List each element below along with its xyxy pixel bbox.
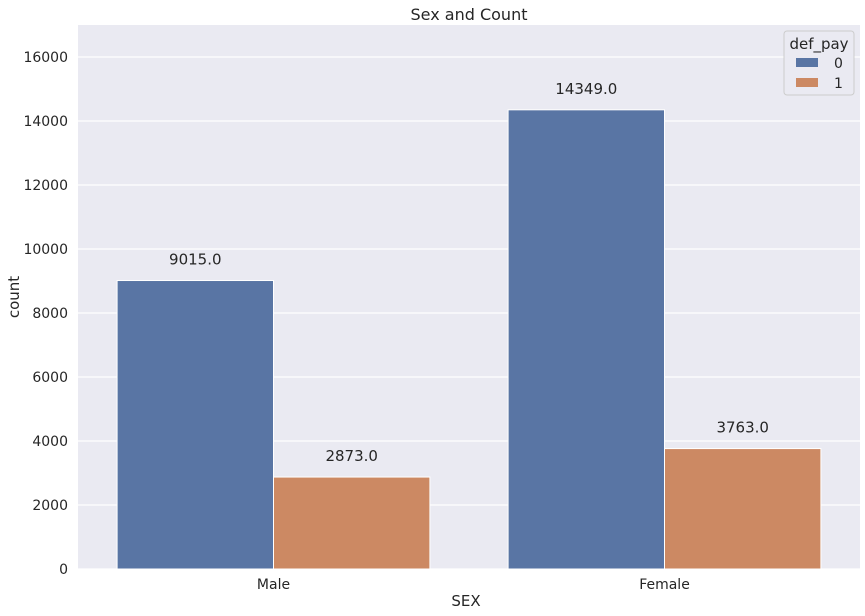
x-tick-label: Male bbox=[257, 577, 290, 593]
legend-swatch bbox=[796, 78, 818, 87]
data-label: 3763.0 bbox=[716, 419, 769, 437]
bars bbox=[116, 109, 822, 570]
y-tick-label: 0 bbox=[59, 562, 68, 578]
bar bbox=[507, 109, 665, 570]
data-label: 9015.0 bbox=[169, 251, 222, 269]
data-label: 2873.0 bbox=[325, 447, 378, 465]
data-labels: 9015.0 2873.0 14349.0 3763.0 bbox=[169, 80, 769, 465]
data-label: 14349.0 bbox=[555, 80, 617, 98]
y-tick-label: 14000 bbox=[23, 114, 68, 130]
bar bbox=[273, 476, 431, 570]
legend-entry-label: 0 bbox=[834, 56, 843, 72]
chart-title: Sex and Count bbox=[411, 5, 528, 24]
legend-entries: 01 bbox=[796, 56, 843, 92]
legend-entry-label: 1 bbox=[834, 76, 843, 92]
x-axis-label: SEX bbox=[451, 592, 480, 610]
y-tick-labels: 0 2000 4000 6000 8000 10000 12000 14000 16000 bbox=[23, 50, 68, 578]
y-tick-label: 16000 bbox=[23, 50, 68, 66]
y-tick-label: 6000 bbox=[32, 370, 68, 386]
y-tick-label: 4000 bbox=[32, 434, 68, 450]
y-tick-label: 2000 bbox=[32, 498, 68, 514]
bar bbox=[116, 280, 274, 570]
x-tick-labels: Male Female bbox=[257, 577, 690, 593]
y-tick-label: 12000 bbox=[23, 178, 68, 194]
y-tick-label: 10000 bbox=[23, 242, 68, 258]
y-tick-label: 8000 bbox=[32, 306, 68, 322]
x-tick-label: Female bbox=[639, 577, 690, 593]
legend: def_pay 01 bbox=[783, 30, 855, 96]
legend-title: def_pay bbox=[789, 35, 848, 54]
bar bbox=[664, 448, 822, 570]
legend-swatch bbox=[796, 58, 818, 67]
y-axis-label: count bbox=[5, 276, 23, 318]
